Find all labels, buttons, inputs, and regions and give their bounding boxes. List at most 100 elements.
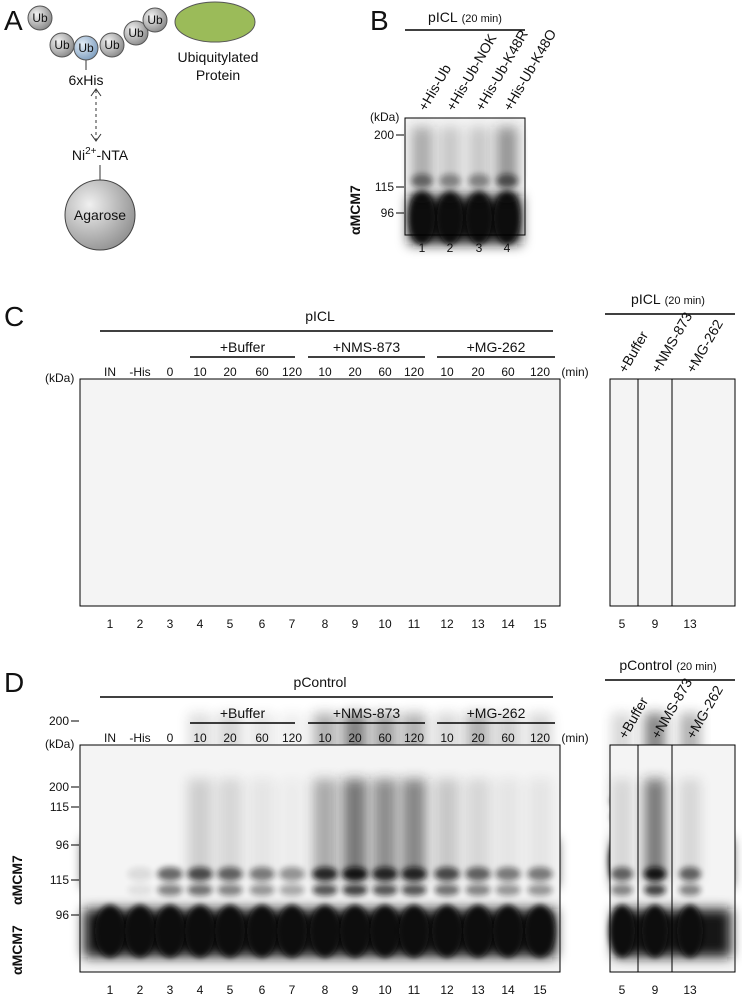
band-115 <box>157 867 183 881</box>
ub-circle <box>27 5 53 31</box>
lane-number: 5 <box>619 617 626 631</box>
lane-number: 4 <box>504 241 511 255</box>
lane-number: 15 <box>533 617 547 631</box>
band-115 <box>312 867 338 881</box>
lane-number: 5 <box>227 983 234 994</box>
smear <box>528 779 552 880</box>
header-note: (20 min) <box>665 295 705 307</box>
lane-number: 11 <box>408 983 421 994</box>
ub-label: Ub <box>78 41 94 55</box>
lane-band <box>155 905 185 957</box>
group-label: +Buffer <box>220 705 266 721</box>
lane-number: 10 <box>378 983 392 994</box>
lane-number: 12 <box>440 983 454 994</box>
blot <box>79 744 561 973</box>
tag-label: 6xHis <box>68 72 103 88</box>
group-label: +MG-262 <box>467 339 526 355</box>
band-115 <box>527 867 553 881</box>
lane-band <box>642 905 668 957</box>
lane-number: 6 <box>259 617 266 631</box>
lane-band <box>310 905 340 957</box>
lane-label: IN <box>104 731 116 745</box>
smear <box>250 779 274 880</box>
lane-label: 20 <box>223 731 237 745</box>
lane-label: 10 <box>440 365 454 379</box>
smear <box>218 779 242 880</box>
smear <box>343 779 367 880</box>
lane-band <box>399 905 429 957</box>
lane-label: -His <box>129 365 150 379</box>
lane-band <box>493 905 523 957</box>
blot-frame <box>609 378 736 607</box>
blot-signal <box>409 127 521 244</box>
time-unit: (min) <box>561 731 588 745</box>
resin-rest: -NTA <box>97 147 129 163</box>
lane-band <box>432 905 462 957</box>
lane-number: 13 <box>683 983 697 994</box>
lane-number: 2 <box>447 241 454 255</box>
band-115 <box>643 867 667 881</box>
lane-number: 9 <box>652 983 659 994</box>
lane-label: 0 <box>167 365 174 379</box>
ub-circle <box>73 35 99 61</box>
lane-band <box>215 905 245 957</box>
lane-label: 20 <box>348 731 362 745</box>
lane-band <box>437 192 463 244</box>
lane-label: 10 <box>193 365 207 379</box>
band-115 <box>279 867 305 881</box>
antibody-label: αMCM7 <box>347 185 363 235</box>
lane-label: 10 <box>440 731 454 745</box>
smear <box>313 779 337 880</box>
lane-number: 3 <box>167 617 174 631</box>
band-mid <box>217 884 243 896</box>
lane-band <box>185 905 215 957</box>
blot-bg <box>80 379 560 606</box>
band-115 <box>249 867 275 881</box>
protein-label: Ubiquitylated <box>178 49 259 65</box>
blot <box>609 744 736 973</box>
band-mid <box>467 191 491 203</box>
blot-signal <box>609 779 731 957</box>
lane-label: 60 <box>501 731 515 745</box>
smear <box>280 779 304 880</box>
lane-band <box>609 905 635 957</box>
lane-band <box>95 905 125 957</box>
lane-band <box>125 905 155 957</box>
lane-label: 10 <box>318 365 332 379</box>
lane-number: 8 <box>322 983 329 994</box>
side-header: pControl (20 min) <box>619 657 716 673</box>
band-mid <box>372 884 398 896</box>
smear <box>373 779 397 880</box>
lane-number: 1 <box>419 241 426 255</box>
marker-label: 115 <box>50 800 69 814</box>
lane-number: 4 <box>197 983 204 994</box>
lane-number: 14 <box>501 617 515 631</box>
header-note: (20 min) <box>676 661 716 673</box>
lane-number: 5 <box>619 983 626 994</box>
panel-label: C <box>4 301 24 332</box>
lane-number: 15 <box>533 983 547 994</box>
panel-label: B <box>370 5 389 36</box>
smear <box>468 127 490 187</box>
panel-label: A <box>4 5 23 36</box>
lane-label: 20 <box>223 365 237 379</box>
blot-frame <box>79 378 561 607</box>
lane-band <box>525 905 555 957</box>
band-115 <box>187 867 213 881</box>
smear <box>611 779 633 880</box>
header-note: (20 min) <box>462 13 502 25</box>
ub-circle <box>99 32 125 58</box>
band-mid <box>342 884 368 896</box>
band-mid <box>495 884 521 896</box>
band-115 <box>438 174 462 188</box>
smear <box>439 127 461 187</box>
band-mid <box>249 884 275 896</box>
lane-label: 120 <box>282 365 302 379</box>
lane-band <box>370 905 400 957</box>
lane-label: 120 <box>530 365 550 379</box>
lane-number: 13 <box>683 617 697 631</box>
band-mid <box>527 884 553 896</box>
band-115 <box>610 867 634 881</box>
band-mid <box>312 884 338 896</box>
